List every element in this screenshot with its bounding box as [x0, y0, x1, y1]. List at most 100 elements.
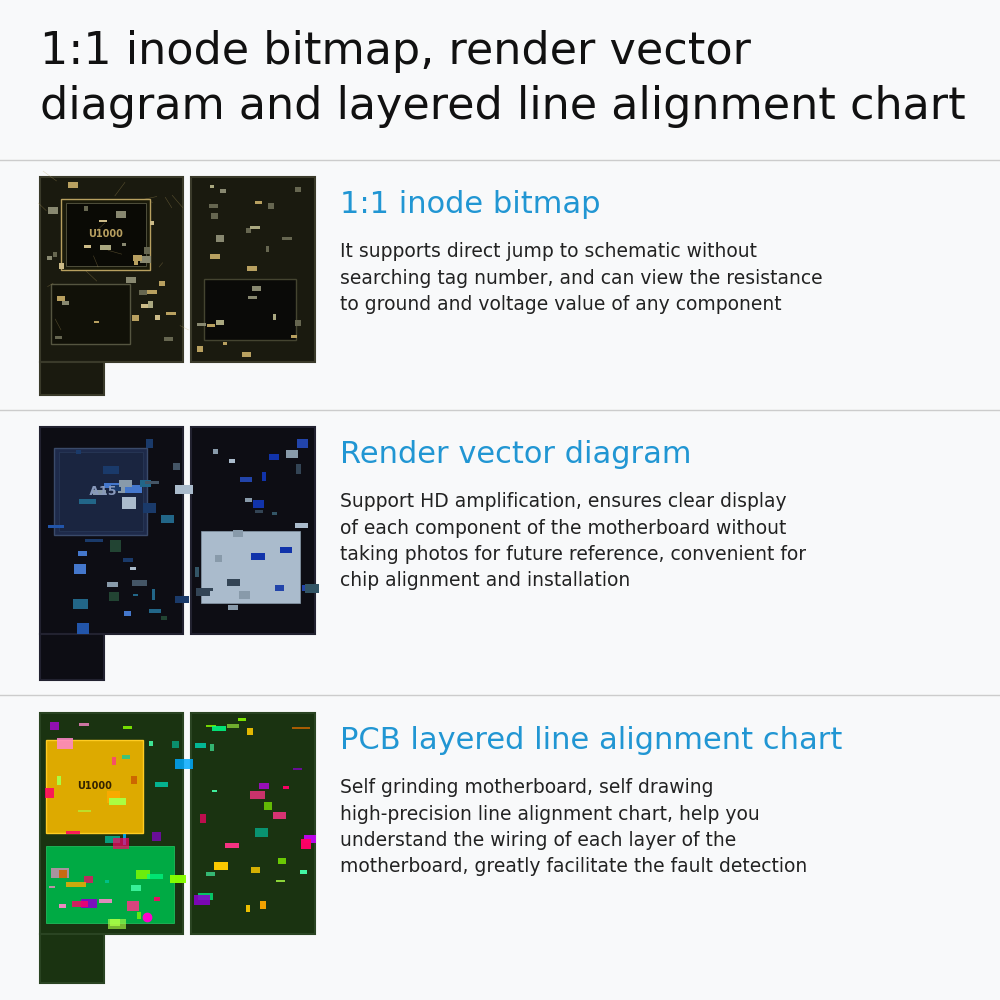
Bar	[131, 885, 141, 891]
Text: A15: A15	[85, 485, 117, 498]
Bar	[275, 585, 284, 591]
Bar	[175, 485, 193, 494]
Bar	[48, 207, 58, 214]
Bar	[51, 868, 69, 878]
Bar	[247, 266, 257, 271]
Bar	[59, 904, 66, 908]
Bar	[134, 260, 138, 265]
Bar	[236, 579, 240, 586]
Bar	[246, 905, 250, 912]
Bar	[273, 314, 276, 320]
Bar	[293, 768, 302, 770]
Bar	[127, 901, 139, 911]
Bar	[213, 449, 218, 454]
Bar	[40, 634, 104, 680]
Bar	[50, 722, 59, 730]
Bar	[144, 247, 150, 254]
Bar	[124, 611, 131, 616]
Text: U1000: U1000	[88, 229, 123, 239]
Bar	[107, 582, 118, 587]
Bar	[133, 594, 138, 596]
Bar	[214, 862, 228, 870]
Bar	[81, 899, 97, 908]
Bar	[143, 503, 156, 513]
Bar	[204, 279, 296, 340]
Bar	[228, 605, 238, 610]
Bar	[197, 346, 203, 352]
Bar	[206, 725, 216, 727]
Bar	[40, 177, 183, 362]
Bar	[216, 235, 224, 242]
Bar	[273, 812, 286, 819]
Bar	[123, 834, 126, 845]
Bar	[104, 483, 120, 488]
Bar	[152, 832, 161, 841]
Bar	[46, 846, 174, 923]
Bar	[164, 337, 173, 341]
Bar	[74, 564, 86, 574]
Bar	[252, 286, 261, 291]
Bar	[172, 741, 179, 748]
Bar	[276, 880, 285, 882]
Bar	[207, 588, 213, 591]
Bar	[212, 566, 224, 573]
Bar	[159, 281, 165, 286]
Bar	[206, 872, 215, 876]
Bar	[140, 480, 151, 487]
Text: PCB layered line alignment chart: PCB layered line alignment chart	[340, 726, 842, 755]
Bar	[105, 880, 109, 883]
Bar	[195, 743, 206, 748]
Bar	[152, 589, 155, 600]
Bar	[200, 814, 206, 823]
Bar	[197, 323, 206, 326]
Bar	[161, 616, 167, 620]
Bar	[253, 500, 264, 508]
Bar	[272, 512, 277, 515]
Bar	[297, 439, 308, 448]
Text: diagram and layered line alignment chart: diagram and layered line alignment chart	[40, 85, 966, 128]
Bar	[210, 744, 214, 751]
Text: 1:1 inode bitmap, render vector: 1:1 inode bitmap, render vector	[40, 30, 751, 73]
Bar	[210, 185, 214, 188]
Bar	[155, 315, 160, 320]
Bar	[54, 448, 147, 535]
Bar	[132, 315, 139, 321]
Bar	[77, 623, 89, 634]
Bar	[53, 252, 57, 257]
Bar	[209, 204, 218, 208]
Bar	[191, 427, 315, 634]
Bar	[295, 187, 301, 192]
Bar	[116, 211, 126, 218]
Bar	[137, 912, 141, 919]
Bar	[242, 352, 251, 357]
Bar	[72, 901, 88, 907]
Bar	[195, 567, 199, 577]
Bar	[51, 284, 130, 344]
Bar	[282, 237, 292, 240]
Bar	[254, 583, 261, 592]
Bar	[191, 713, 315, 934]
Bar	[251, 553, 265, 560]
Bar	[123, 558, 133, 562]
Bar	[148, 301, 153, 308]
Bar	[302, 585, 309, 591]
Text: Render vector diagram: Render vector diagram	[340, 440, 692, 469]
Bar	[250, 226, 260, 229]
Bar	[122, 243, 126, 246]
Bar	[295, 320, 301, 326]
Bar	[235, 576, 249, 581]
Bar	[126, 277, 136, 283]
Bar	[260, 901, 266, 909]
Bar	[79, 723, 89, 726]
Bar	[66, 831, 80, 834]
Bar	[220, 189, 226, 193]
Bar	[118, 486, 130, 493]
Bar	[46, 740, 143, 833]
Bar	[292, 727, 310, 729]
Bar	[154, 897, 160, 901]
Bar	[133, 255, 142, 261]
Bar	[99, 220, 107, 222]
Bar	[119, 480, 132, 487]
Text: Support HD amplification, ensures clear display
of each component of the motherb: Support HD amplification, ensures clear …	[340, 492, 806, 590]
Bar	[109, 592, 119, 601]
